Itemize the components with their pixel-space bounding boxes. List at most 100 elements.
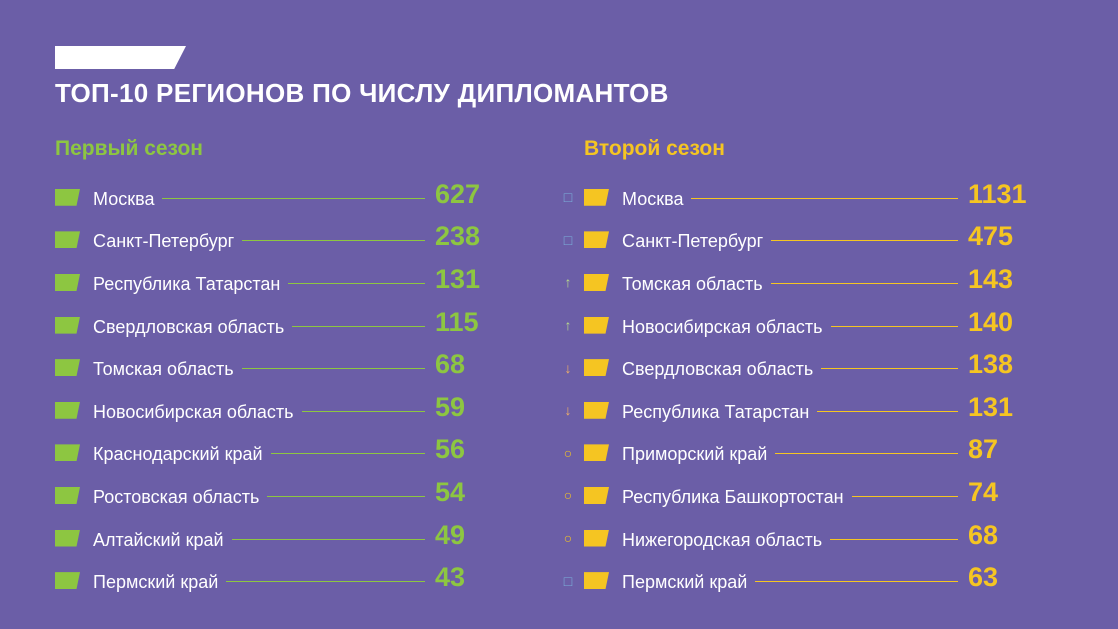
region-name: Томская область [622, 273, 763, 294]
list-item: Краснодарский край 56 [55, 432, 495, 475]
list-item: Республика Татарстан 131 [55, 261, 495, 304]
season1-column: Первый сезон Москва 627 Санкт-Петербург 238… [55, 135, 495, 602]
list-item: ↓ Свердловская область 138 [560, 346, 1030, 389]
flag-marker-icon [55, 273, 80, 291]
trend-down-icon: ↓ [564, 402, 572, 419]
flag-marker-icon [584, 316, 609, 334]
trend-down-icon: ↓ [564, 359, 572, 376]
leader-line [267, 495, 425, 497]
leader-line [301, 410, 425, 412]
leader-line [231, 538, 425, 540]
region-name: Алтайский край [93, 529, 224, 550]
region-name: Ростовская область [93, 486, 260, 507]
region-name: Республика Татарстан [622, 401, 810, 422]
list-item: □ Пермский край 63 [560, 559, 1030, 602]
region-name: Краснодарский край [93, 444, 263, 465]
leader-line [691, 197, 958, 199]
season1-list: Москва 627 Санкт-Петербург 238 Республика Та… [55, 176, 495, 602]
region-name: Пермский край [622, 572, 748, 593]
list-item: ↓ Республика Татарстан 131 [560, 389, 1030, 432]
title-accent-bar [55, 46, 186, 69]
flag-marker-icon [584, 486, 609, 504]
region-name: Москва [622, 188, 684, 209]
leader-line [242, 240, 425, 242]
flag-marker-icon [584, 231, 609, 249]
trend-new-icon: ○ [563, 444, 573, 461]
region-value: 143 [968, 263, 1014, 294]
region-name: Свердловская область [622, 359, 814, 380]
flag-marker-icon [584, 273, 609, 291]
region-value: 74 [968, 476, 999, 507]
region-value: 115 [435, 306, 479, 337]
flag-marker-icon [55, 316, 80, 334]
region-value: 68 [968, 519, 999, 550]
leader-line [288, 282, 425, 284]
trend-up-icon: ↑ [564, 317, 572, 334]
region-value: 63 [968, 562, 999, 593]
leader-line [292, 325, 425, 327]
flag-marker-icon [584, 401, 609, 419]
region-name: Республика Башкортостан [622, 486, 844, 507]
leader-line [771, 240, 958, 242]
region-value: 54 [435, 476, 466, 507]
region-value: 49 [435, 519, 466, 550]
trend-same-icon: □ [563, 572, 573, 589]
flag-marker-icon [55, 529, 80, 547]
region-value: 627 [435, 178, 481, 209]
region-value: 138 [968, 349, 1014, 380]
region-name: Санкт-Петербург [622, 231, 764, 252]
flag-marker-icon [55, 572, 80, 590]
flag-marker-icon [584, 188, 609, 206]
season2-heading: Второй сезон [584, 137, 725, 160]
region-name: Новосибирская область [93, 401, 294, 422]
region-name: Санкт-Петербург [93, 231, 235, 252]
list-item: Томская область 68 [55, 346, 495, 389]
region-value: 475 [968, 221, 1014, 252]
list-item: ○ Республика Башкортостан 74 [560, 474, 1030, 517]
season2-list: □ Москва 1131 □ Санкт-Петербург 475 ↑ Томская о… [560, 176, 1030, 602]
region-value: 87 [968, 434, 999, 465]
region-value: 131 [968, 391, 1014, 422]
season2-column: Второй сезон □ Москва 1131 □ Санкт-Петербург… [560, 135, 1030, 602]
list-item: ↑ Новосибирская область 140 [560, 304, 1030, 347]
flag-marker-icon [55, 444, 80, 462]
list-item: Ростовская область 54 [55, 474, 495, 517]
leader-line [770, 282, 958, 284]
leader-line [241, 368, 425, 370]
leader-line [817, 410, 958, 412]
list-item: Санкт-Петербург 238 [55, 219, 495, 262]
region-value: 131 [435, 263, 481, 294]
region-value: 56 [435, 434, 466, 465]
trend-new-icon: ○ [563, 530, 573, 547]
trend-same-icon: □ [563, 189, 573, 206]
region-name: Республика Татарстан [93, 273, 281, 294]
region-value: 43 [435, 562, 466, 593]
trend-same-icon: □ [563, 231, 573, 248]
region-value: 238 [435, 221, 481, 252]
region-value: 1131 [968, 178, 1027, 209]
list-item: Свердловская область 115 [55, 304, 495, 347]
trend-new-icon: ○ [563, 487, 573, 504]
list-item: ○ Приморский край 87 [560, 432, 1030, 475]
flag-marker-icon [55, 188, 80, 206]
region-name: Приморский край [622, 444, 768, 465]
list-item: □ Санкт-Петербург 475 [560, 219, 1030, 262]
flag-marker-icon [55, 231, 80, 249]
list-item: □ Москва 1131 [560, 176, 1030, 219]
trend-up-icon: ↑ [564, 274, 572, 291]
list-item: Пермский край 43 [55, 559, 495, 602]
leader-line [830, 538, 958, 540]
region-name: Пермский край [93, 572, 219, 593]
leader-line [821, 368, 958, 370]
flag-marker-icon [584, 444, 609, 462]
list-item: Алтайский край 49 [55, 517, 495, 560]
region-name: Москва [93, 188, 155, 209]
leader-line [851, 495, 958, 497]
leader-line [775, 453, 958, 455]
region-name: Нижегородская область [622, 529, 823, 550]
region-name: Томская область [93, 359, 234, 380]
season1-heading: Первый сезон [55, 137, 203, 160]
flag-marker-icon [584, 529, 609, 547]
leader-line [830, 325, 958, 327]
flag-marker-icon [55, 359, 80, 377]
